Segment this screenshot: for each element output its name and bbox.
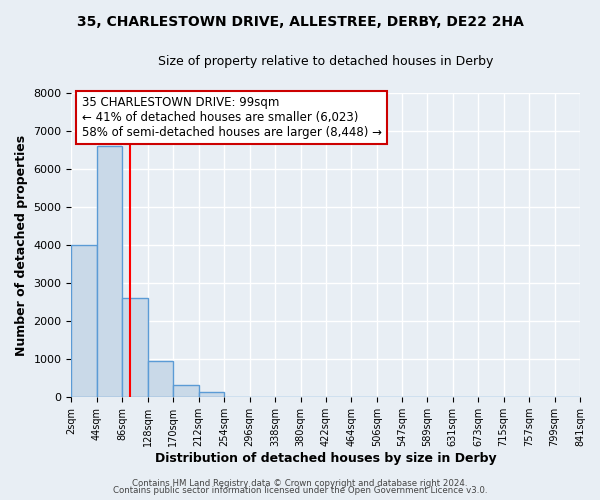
- Text: Contains public sector information licensed under the Open Government Licence v3: Contains public sector information licen…: [113, 486, 487, 495]
- Text: 35 CHARLESTOWN DRIVE: 99sqm
← 41% of detached houses are smaller (6,023)
58% of : 35 CHARLESTOWN DRIVE: 99sqm ← 41% of det…: [82, 96, 382, 139]
- Bar: [199, 392, 224, 397]
- Bar: [148, 361, 173, 397]
- Bar: [122, 298, 148, 397]
- X-axis label: Distribution of detached houses by size in Derby: Distribution of detached houses by size …: [155, 452, 497, 465]
- Text: Contains HM Land Registry data © Crown copyright and database right 2024.: Contains HM Land Registry data © Crown c…: [132, 478, 468, 488]
- Y-axis label: Number of detached properties: Number of detached properties: [15, 134, 28, 356]
- Bar: [97, 146, 122, 397]
- Text: 35, CHARLESTOWN DRIVE, ALLESTREE, DERBY, DE22 2HA: 35, CHARLESTOWN DRIVE, ALLESTREE, DERBY,…: [77, 15, 523, 29]
- Bar: [173, 385, 199, 397]
- Title: Size of property relative to detached houses in Derby: Size of property relative to detached ho…: [158, 55, 493, 68]
- Bar: [71, 245, 97, 397]
